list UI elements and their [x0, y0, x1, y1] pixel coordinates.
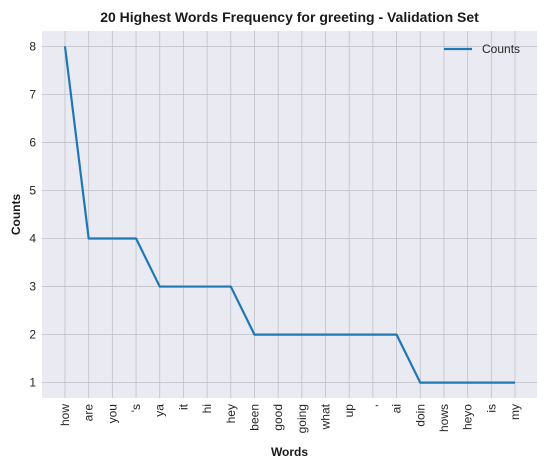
x-tick-label: doin: [413, 404, 427, 427]
x-tick-label: ,: [366, 404, 380, 407]
y-tick-label: 7: [29, 87, 36, 101]
y-tick-label: 8: [29, 39, 36, 53]
x-tick-label: hey: [224, 404, 238, 423]
x-axis-ticks: how are you 's ya it hi hey been good going what up,…: [58, 403, 522, 433]
chart-title: 20 Highest Words Frequency for greeting …: [100, 9, 479, 25]
x-tick-label: going: [295, 404, 309, 433]
plot-area: [42, 31, 537, 398]
y-tick-label: 6: [29, 135, 36, 149]
x-tick-label: you: [105, 404, 119, 423]
grid-lines: [42, 31, 537, 398]
x-tick-label: my: [508, 404, 522, 420]
x-axis-label: Words: [271, 445, 308, 459]
x-tick-label: good: [271, 404, 285, 431]
y-tick-label: 5: [29, 183, 36, 197]
y-tick-label: 4: [29, 232, 36, 246]
x-tick-label: hows: [437, 404, 451, 432]
x-tick-label: been: [247, 404, 261, 431]
x-tick-label: is: [484, 404, 498, 413]
y-tick-label: 1: [29, 376, 36, 390]
x-tick-label: 's: [129, 404, 143, 412]
series-lines: [63, 46, 515, 384]
x-tick-label: how: [58, 404, 72, 426]
y-tick-label: 3: [29, 280, 36, 294]
x-tick-label: are: [82, 404, 96, 422]
y-axis-ticks: 1 2 3 4 5 6 7 8: [29, 39, 36, 389]
y-tick-label: 2: [29, 328, 36, 342]
x-tick-label: up: [342, 404, 356, 418]
x-tick-label: it: [176, 403, 190, 410]
legend-entry-counts: Counts: [482, 42, 520, 56]
x-tick-label: hi: [200, 404, 214, 413]
x-tick-label: what: [319, 403, 333, 430]
y-axis-label: Counts: [9, 194, 23, 236]
x-tick-label: ya: [153, 404, 167, 417]
x-tick-label: heyo: [461, 404, 475, 430]
series-line-counts: [63, 46, 515, 384]
legend: Counts: [444, 42, 520, 56]
x-tick-label: ai: [390, 404, 404, 413]
